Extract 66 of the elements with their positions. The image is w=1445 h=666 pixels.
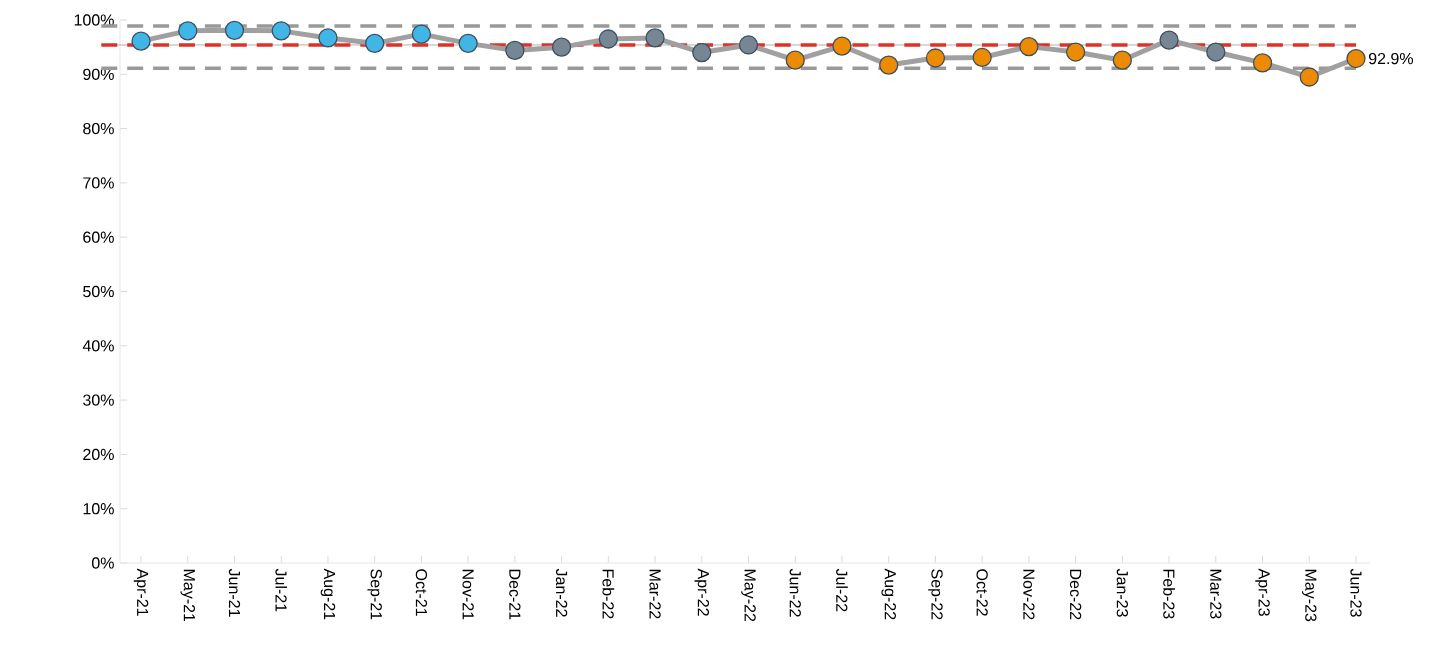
y-tick-label: 80% (83, 122, 114, 135)
y-tick-label: 40% (82, 340, 114, 352)
y-tick-label: 60% (83, 231, 114, 243)
point (645, 28, 665, 48)
point (785, 50, 805, 70)
x-tick-label: Jun-23 (1350, 568, 1362, 617)
y-tick-label: 30% (83, 394, 114, 406)
x-tick-label: Jun-21 (228, 568, 241, 617)
x-tick-label: May-21 (180, 569, 195, 622)
point (131, 31, 151, 51)
x-tick-label: Apr-21 (133, 568, 149, 616)
y-tick-label: 90% (83, 68, 114, 80)
x-tick-label: Aug-22 (881, 568, 896, 620)
point (1346, 48, 1366, 69)
x-tick-label: Aug-21 (320, 568, 336, 620)
point (1112, 50, 1132, 70)
x-tick-label: Nov-22 (1023, 569, 1035, 620)
point (692, 42, 712, 63)
point (1065, 42, 1086, 62)
x-tick-label: Mar-23 (1210, 569, 1222, 619)
x-tick-label: Jan-22 (555, 568, 568, 617)
point (1252, 53, 1273, 73)
point (1159, 30, 1179, 50)
x-tick-label: Mar-22 (649, 569, 661, 619)
x-tick-label: May-22 (741, 569, 756, 622)
point (318, 28, 338, 48)
x-tick-label: Nov-21 (462, 569, 474, 620)
x-tick-label: Dec-22 (1069, 569, 1082, 620)
x-tick-label: Jul-21 (275, 568, 288, 612)
point (505, 40, 525, 61)
y-tick-label: 0% (91, 557, 114, 569)
point (365, 33, 385, 53)
y-tick-label: 50% (83, 285, 114, 298)
point (551, 37, 572, 57)
x-tick-label: Jan-23 (1116, 568, 1129, 617)
point (972, 47, 992, 68)
point (1019, 36, 1039, 57)
x-tick-label: Sep-22 (928, 569, 943, 620)
x-tick-label: Sep-21 (367, 569, 382, 620)
point (411, 24, 432, 44)
point (224, 20, 245, 40)
point (458, 33, 478, 53)
point (925, 48, 946, 68)
point (832, 36, 852, 56)
y-tick-label: 10% (83, 503, 114, 515)
point (598, 29, 618, 49)
point (271, 21, 291, 41)
x-tick-label: Apr-22 (694, 568, 710, 616)
x-tick-label: May-23 (1302, 569, 1317, 622)
point (738, 35, 759, 55)
x-tick-label: Oct-21 (415, 569, 428, 616)
data-label: 92.9% (1368, 52, 1413, 65)
x-tick-label: Apr-23 (1255, 568, 1270, 616)
point (1299, 67, 1319, 87)
point (879, 55, 899, 75)
x-tick-label: Jul-22 (836, 568, 848, 612)
y-tick-label: 70% (83, 177, 114, 189)
x-tick-label: Feb-22 (602, 569, 615, 619)
point (1206, 42, 1226, 62)
point (178, 21, 198, 41)
x-tick-label: Feb-23 (1163, 569, 1175, 619)
y-tick-label: 20% (83, 448, 114, 461)
x-tick-label: Dec-21 (509, 569, 521, 620)
y-tick-label: 100% (74, 14, 114, 26)
x-tick-label: Jun-22 (789, 568, 801, 617)
x-tick-label: Oct-22 (976, 569, 988, 616)
